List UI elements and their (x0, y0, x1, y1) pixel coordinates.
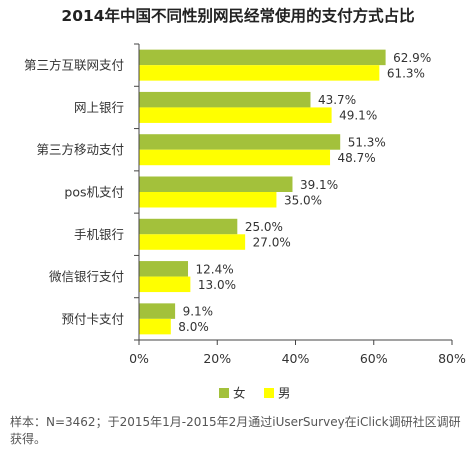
legend-swatch (264, 388, 274, 398)
category-label: 手机银行 (74, 227, 124, 242)
bar-male (139, 234, 246, 250)
bar-male (139, 107, 332, 123)
bar-female (139, 91, 311, 108)
category-label: 预付卡支付 (61, 311, 124, 326)
data-label: 43.7% (318, 93, 356, 107)
data-label: 48.7% (338, 151, 376, 165)
data-label: 25.0% (245, 220, 283, 234)
category-label: 网上银行 (74, 100, 124, 115)
x-tick-label: 60% (360, 351, 388, 366)
data-label: 49.1% (339, 109, 377, 123)
plot-area: 0% 20% 40% 60% 80% 第三方互联网支付 62.9%61.3% 网上银行 43.7… (24, 43, 466, 366)
x-tick-label: 40% (282, 351, 310, 366)
bar-male (139, 192, 277, 208)
data-label: 61.3% (387, 66, 425, 80)
data-label: 27.0% (253, 236, 291, 250)
legend-label: 男 (278, 386, 291, 401)
category-label: pos机支付 (64, 185, 124, 200)
bar-male (139, 318, 171, 335)
legend-label: 女 (233, 386, 246, 401)
bar-female (139, 134, 341, 150)
bar-male (139, 149, 331, 166)
data-label: 51.3% (348, 135, 386, 149)
footnote: 样本：N=3462；于2015年1月-2015年2月通过iUserSurvey在… (10, 415, 461, 446)
bar-female (139, 218, 238, 235)
data-label: 39.1% (300, 178, 338, 192)
bar-female (139, 261, 189, 277)
x-tick-label: 0% (129, 351, 149, 366)
data-label: 13.0% (198, 278, 236, 292)
bar-female (139, 303, 176, 319)
category-label: 微信银行支付 (49, 269, 124, 284)
chart-title: 2014年中国不同性别网民经常使用的支付方式占比 (61, 6, 414, 25)
category-label: 第三方移动支付 (36, 142, 124, 157)
bar-female (139, 49, 386, 66)
legend: 女男 (219, 386, 291, 401)
data-label: 12.4% (196, 262, 234, 276)
category-label: 第三方互联网支付 (24, 58, 124, 73)
data-label: 9.1% (183, 305, 214, 319)
x-tick-label: 80% (438, 351, 466, 366)
data-label: 35.0% (284, 193, 322, 207)
bar-male (139, 276, 191, 293)
legend-swatch (219, 388, 229, 398)
bar-female (139, 176, 293, 192)
bar-male (139, 65, 380, 81)
data-label: 62.9% (393, 51, 431, 65)
data-label: 8.0% (178, 320, 209, 334)
x-tick-label: 20% (203, 351, 231, 366)
